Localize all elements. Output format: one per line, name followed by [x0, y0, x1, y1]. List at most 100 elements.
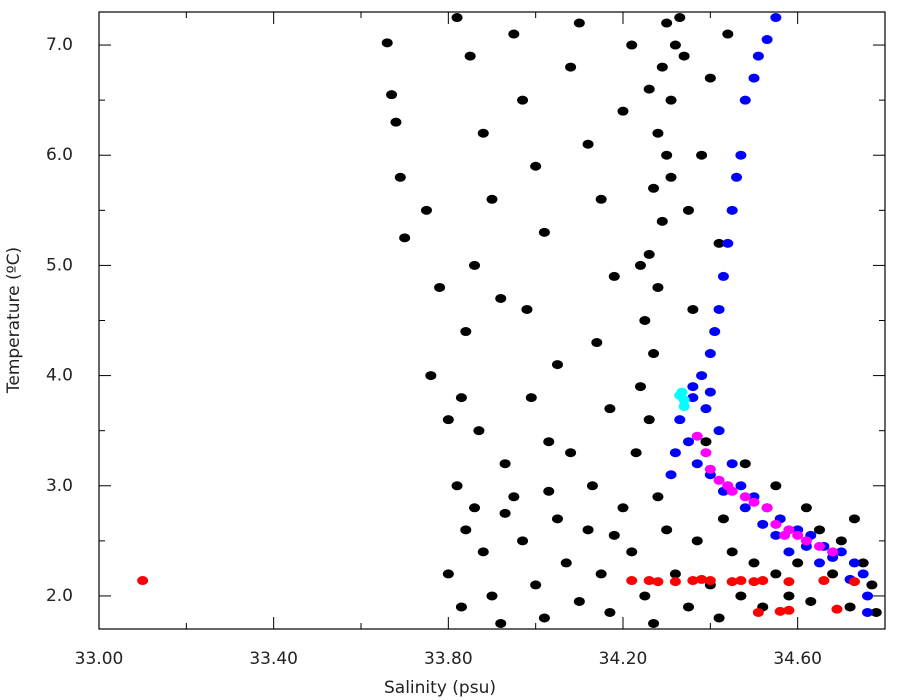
- data-point: [700, 404, 712, 414]
- data-point: [552, 360, 563, 370]
- data-point: [591, 338, 603, 348]
- data-point: [761, 503, 773, 513]
- data-point: [565, 448, 577, 458]
- data-point: [691, 459, 703, 469]
- data-point: [704, 73, 716, 83]
- data-point: [774, 606, 786, 616]
- data-point: [752, 607, 764, 617]
- data-point: [827, 569, 839, 579]
- data-point: [722, 29, 734, 39]
- data-point: [634, 260, 646, 270]
- data-point: [709, 327, 721, 337]
- data-point: [604, 404, 616, 414]
- data-point: [434, 282, 446, 292]
- x-tick-label: 33.40: [249, 649, 298, 669]
- data-point: [582, 525, 594, 535]
- data-point: [770, 481, 782, 491]
- data-point: [739, 459, 751, 469]
- y-tick-label: 4.0: [46, 366, 73, 386]
- data-point: [739, 95, 751, 105]
- data-point: [648, 618, 660, 628]
- data-point: [495, 293, 507, 303]
- data-point: [665, 470, 677, 480]
- data-point: [818, 576, 830, 586]
- data-point: [704, 464, 716, 474]
- data-point: [862, 607, 874, 617]
- data-point: [665, 172, 677, 182]
- data-point: [451, 481, 463, 491]
- data-point: [683, 205, 694, 215]
- data-point: [469, 260, 481, 270]
- data-point: [748, 73, 760, 83]
- data-point: [770, 519, 782, 529]
- data-point: [757, 576, 769, 586]
- data-point: [696, 371, 708, 381]
- data-point: [683, 602, 694, 612]
- x-tick-label: 34.60: [773, 649, 822, 669]
- data-point: [696, 150, 708, 160]
- data-point: [814, 525, 825, 535]
- data-point: [691, 431, 703, 441]
- data-point: [731, 172, 743, 182]
- data-point: [538, 227, 550, 237]
- data-point: [726, 547, 738, 557]
- data-point: [617, 503, 629, 513]
- data-point: [678, 401, 690, 411]
- data-point: [643, 415, 655, 425]
- data-point: [608, 530, 620, 540]
- data-point: [748, 558, 760, 568]
- data-point: [499, 459, 511, 469]
- data-point: [757, 519, 769, 529]
- y-axis-label: Temperature (ºC): [4, 247, 24, 394]
- data-point: [517, 95, 529, 105]
- data-point: [451, 13, 463, 23]
- data-point: [565, 62, 577, 72]
- data-point: [835, 547, 847, 557]
- data-point: [739, 492, 751, 502]
- data-point: [652, 577, 664, 587]
- data-point: [735, 591, 747, 601]
- data-point: [639, 591, 651, 601]
- data-point: [648, 183, 660, 193]
- x-tick-label: 34.20: [599, 649, 648, 669]
- data-point: [661, 525, 673, 535]
- data-point: [421, 205, 432, 215]
- data-point: [595, 569, 607, 579]
- data-point: [617, 106, 629, 116]
- data-point: [726, 577, 738, 587]
- data-point: [442, 569, 454, 579]
- y-tick-label: 3.0: [46, 476, 73, 496]
- data-point: [814, 541, 825, 551]
- data-point: [604, 607, 616, 617]
- data-point: [386, 90, 398, 100]
- data-point: [477, 128, 489, 138]
- data-point: [674, 415, 686, 425]
- data-point: [656, 62, 668, 72]
- data-point: [792, 558, 804, 568]
- data-point: [704, 387, 716, 397]
- data-point: [455, 393, 467, 403]
- data-point: [678, 395, 690, 405]
- data-point: [521, 304, 533, 314]
- data-point: [735, 481, 747, 491]
- y-tick-label: 2.0: [46, 586, 73, 606]
- data-point: [783, 547, 795, 557]
- data-point: [735, 150, 747, 160]
- data-point: [661, 150, 673, 160]
- data-point: [573, 596, 585, 606]
- data-point: [517, 536, 529, 546]
- data-point: [678, 51, 690, 61]
- data-point: [460, 327, 472, 337]
- data-point: [844, 602, 856, 612]
- data-point: [691, 536, 703, 546]
- data-point: [800, 503, 812, 513]
- data-point: [704, 576, 716, 586]
- y-tick-label: 6.0: [46, 145, 73, 165]
- data-point: [722, 481, 734, 491]
- data-point: [783, 605, 795, 615]
- data-point: [748, 577, 760, 587]
- data-point: [499, 508, 511, 518]
- data-point: [137, 576, 149, 586]
- data-point: [739, 503, 751, 513]
- data-point: [477, 547, 489, 557]
